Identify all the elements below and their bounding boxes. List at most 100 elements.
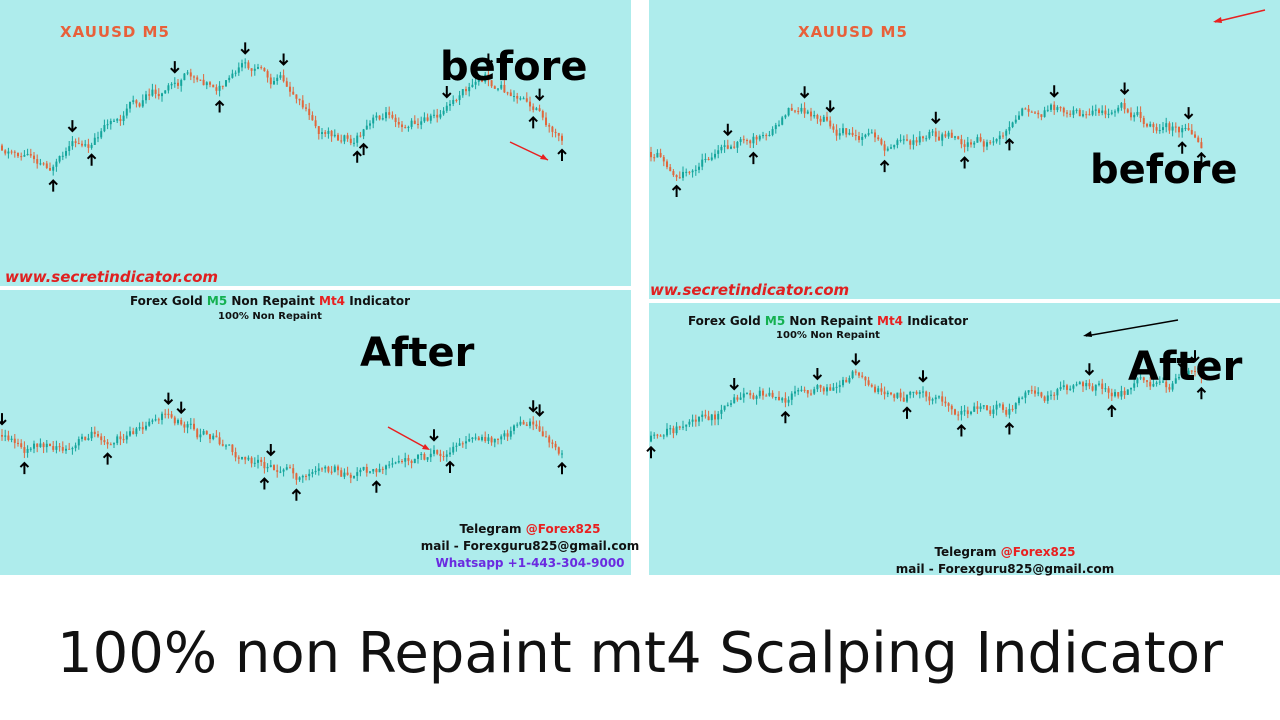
candle	[170, 414, 173, 418]
signal-down	[170, 61, 180, 74]
candle	[199, 434, 202, 438]
candle	[68, 448, 71, 450]
candle	[471, 437, 474, 439]
candle	[944, 401, 947, 404]
header-part: Non Repaint	[227, 294, 319, 308]
candle	[893, 145, 896, 148]
candle	[17, 152, 19, 157]
candle	[1107, 113, 1110, 115]
candle	[1002, 135, 1004, 137]
candle	[941, 134, 944, 141]
candle	[538, 426, 541, 432]
candle	[378, 115, 381, 120]
candle	[970, 411, 972, 414]
candle	[1168, 123, 1171, 131]
candle	[359, 469, 362, 473]
candle	[1034, 390, 1036, 394]
candle	[656, 434, 659, 436]
candle	[778, 396, 780, 401]
candle	[455, 99, 458, 101]
candle	[113, 120, 115, 122]
signal-down	[0, 413, 7, 426]
candle	[1187, 370, 1190, 375]
signal-up	[48, 179, 58, 192]
candle	[26, 153, 29, 156]
candle	[858, 372, 860, 376]
candle	[845, 379, 848, 383]
signal-up	[371, 480, 382, 493]
candle	[832, 126, 835, 130]
candle	[314, 470, 317, 473]
candle	[1130, 387, 1132, 390]
candle	[436, 450, 439, 454]
candle	[260, 67, 263, 69]
candle	[516, 95, 519, 99]
candle	[1130, 112, 1132, 118]
candle	[1050, 104, 1052, 110]
candle	[717, 150, 720, 154]
candle	[141, 427, 144, 430]
header-part: Non Repaint	[785, 314, 877, 328]
candle	[998, 404, 1001, 406]
signal-down	[528, 400, 538, 413]
candle	[1098, 383, 1100, 385]
candle	[548, 436, 551, 443]
candle	[1062, 107, 1065, 113]
candle	[461, 443, 464, 445]
signal-up	[902, 406, 912, 419]
telegram-part: @Forex825	[1001, 545, 1076, 559]
candle	[854, 135, 857, 137]
candle	[426, 457, 429, 460]
candle	[343, 135, 346, 142]
signal-up	[291, 488, 302, 501]
subheader: 100% Non Repaint	[218, 311, 322, 322]
candle	[535, 424, 538, 427]
candle	[682, 426, 684, 428]
candle	[1053, 394, 1056, 396]
candle	[893, 394, 896, 398]
candle	[513, 425, 515, 431]
candle	[276, 77, 279, 81]
candle	[986, 405, 988, 411]
candle	[890, 147, 892, 149]
candle	[1040, 392, 1043, 397]
candle	[445, 105, 448, 111]
candle	[1190, 370, 1193, 372]
candle	[439, 453, 442, 457]
candle	[4, 150, 7, 154]
telegram-part: Telegram	[459, 522, 525, 536]
candle	[656, 152, 659, 158]
candle	[215, 87, 218, 91]
candle	[957, 414, 960, 416]
candle	[650, 152, 652, 158]
candle	[1146, 123, 1148, 127]
candle	[420, 454, 423, 456]
candle	[835, 386, 838, 388]
candle	[918, 392, 921, 394]
candle	[733, 146, 736, 148]
candle	[762, 390, 764, 396]
candle	[858, 136, 860, 140]
candle	[39, 443, 42, 447]
candle	[1152, 124, 1155, 128]
candle	[1053, 104, 1056, 110]
candle	[1034, 112, 1036, 114]
candle	[81, 436, 83, 440]
candle	[129, 101, 131, 109]
candle	[362, 129, 365, 137]
signal-down	[1119, 82, 1130, 95]
candle	[1078, 109, 1081, 117]
candle	[321, 132, 323, 135]
candle	[154, 419, 157, 421]
candle	[899, 139, 902, 141]
candle	[321, 468, 323, 470]
candle	[554, 131, 557, 134]
candle	[481, 436, 483, 441]
signal-up	[557, 461, 567, 475]
telegram-part: @Forex825	[526, 522, 601, 536]
candle	[148, 94, 151, 96]
candle	[704, 158, 707, 160]
candle	[561, 453, 563, 455]
